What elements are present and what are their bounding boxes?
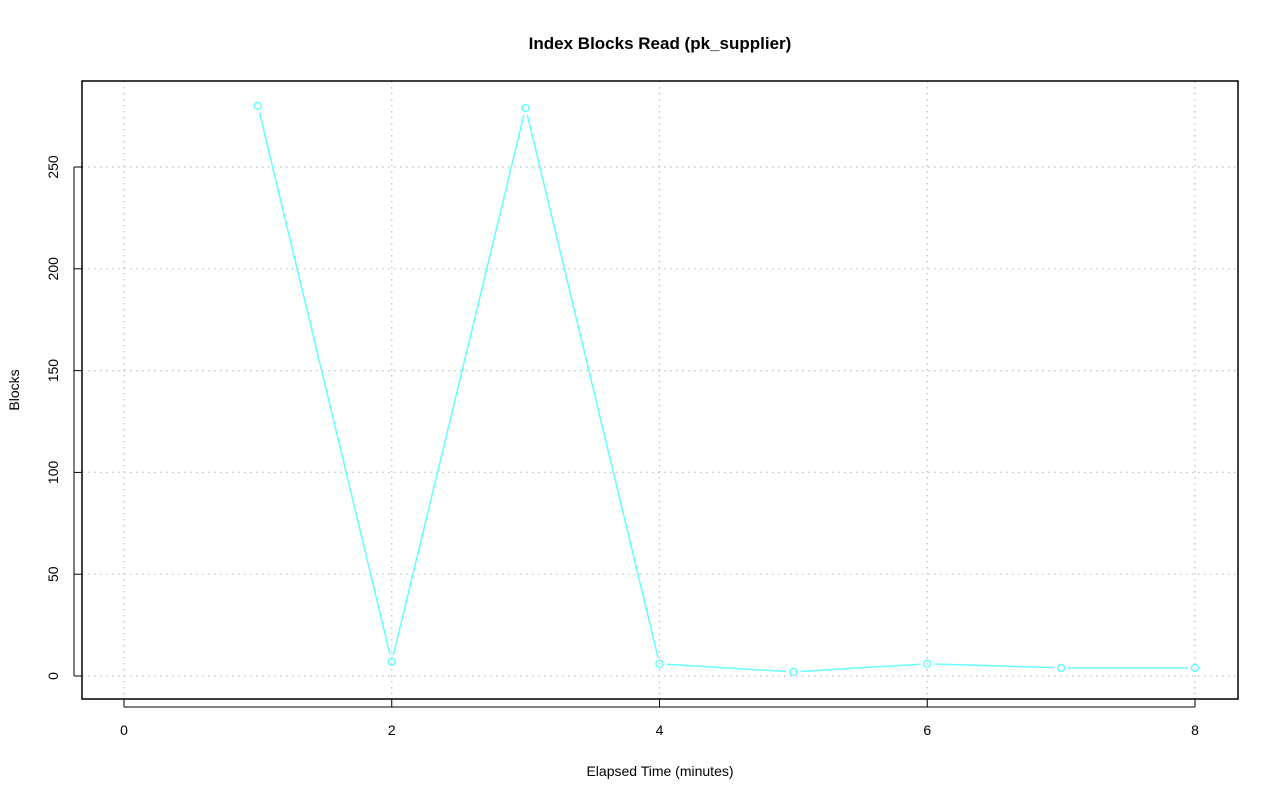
data-point <box>253 101 263 111</box>
axes: 0 2 4 6 8 0 50 100 150 200 250 <box>45 155 1199 738</box>
data-point <box>1190 663 1200 673</box>
plot-frame <box>81 80 1239 700</box>
data-point <box>923 659 932 669</box>
x-tick-label: 4 <box>656 722 664 738</box>
y-axis-label: Blocks <box>6 369 22 410</box>
series-line-segment <box>800 663 921 673</box>
series-line-segment <box>392 114 525 656</box>
series-line-segment <box>526 114 659 658</box>
y-tick-label: 0 <box>45 672 61 680</box>
y-tick-label: 50 <box>45 566 61 582</box>
x-tick-label: 8 <box>1191 722 1199 738</box>
series-line-segment <box>934 663 1055 669</box>
chart-title: Index Blocks Read (pk_supplier) <box>529 34 792 53</box>
data-point <box>655 659 664 669</box>
data-point <box>1056 663 1066 673</box>
x-axis-label: Elapsed Time (minutes) <box>586 763 733 779</box>
y-tick-label: 150 <box>45 359 61 383</box>
x-tick-label: 2 <box>388 722 396 738</box>
series <box>253 101 1200 677</box>
x-tick-label: 6 <box>923 722 931 738</box>
x-tick-label: 0 <box>120 722 128 738</box>
series-line-segment <box>666 663 787 673</box>
data-point <box>521 103 530 113</box>
data-point <box>789 667 798 677</box>
series-line-segment <box>258 112 391 656</box>
grid <box>82 81 1238 699</box>
y-tick-label: 200 <box>45 257 61 281</box>
y-tick-label: 250 <box>45 155 61 179</box>
y-tick-label: 100 <box>45 461 61 485</box>
data-point <box>387 657 396 666</box>
